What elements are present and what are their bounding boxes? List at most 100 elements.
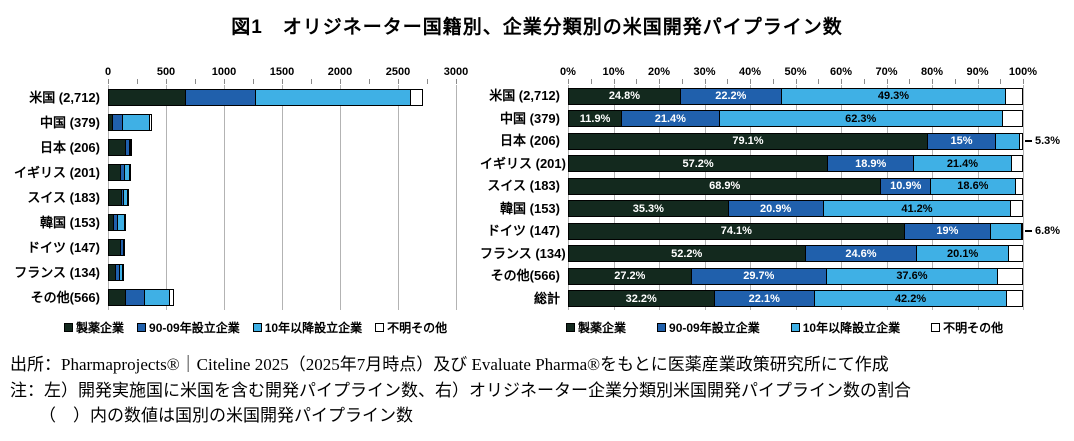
x-axis-tick-label: 50% — [784, 66, 807, 78]
gridline — [568, 85, 569, 310]
legend-item: 90-09年設立企業 — [657, 319, 760, 336]
bar-segment — [119, 264, 123, 281]
bar-segment: 21.4% — [914, 155, 1012, 173]
tick-mark — [818, 79, 820, 84]
gridline — [456, 85, 457, 310]
bar-segment: 15% — [927, 132, 997, 150]
bar-segment — [108, 239, 121, 256]
bar-segment: 74.1% — [568, 222, 905, 240]
legend-label: 10年以降設立企業 — [802, 321, 901, 335]
bar-segment — [108, 114, 114, 131]
x-axis-ticks — [480, 79, 1074, 85]
bar-value-label: 35.3% — [632, 202, 664, 215]
bar-segment — [1008, 245, 1023, 263]
category-label: イギリス (201) — [14, 165, 100, 180]
bar-value-label: 32.2% — [625, 292, 657, 305]
category-label: 日本 (206) — [40, 140, 100, 155]
x-axis-tick-label: 70% — [875, 66, 898, 78]
x-axis-tick-label: 2500 — [385, 66, 411, 78]
tick-mark — [1023, 79, 1024, 84]
bar-segment — [126, 139, 130, 156]
tick-mark — [909, 79, 911, 84]
tick-mark — [340, 79, 341, 84]
x-axis-tick-label: 0% — [560, 66, 576, 78]
tick-mark — [681, 79, 683, 84]
bar-value-label: 42.2% — [894, 292, 927, 305]
bar-segment — [122, 189, 125, 206]
stacked-bar — [108, 289, 174, 306]
bar-value-label: 24.6% — [845, 247, 877, 260]
tick-mark — [568, 79, 569, 84]
category-label: その他(566) — [490, 268, 560, 283]
tick-mark — [195, 79, 196, 84]
bar-value-label: 19% — [936, 225, 959, 238]
bar-segment — [145, 289, 171, 306]
stacked-bar: 32.2% 22.1% 42.2% — [568, 290, 1023, 308]
bar-value-label: 29.7% — [743, 270, 775, 283]
gridline — [704, 85, 706, 310]
bar-segment — [1002, 110, 1023, 128]
tick-mark — [456, 79, 457, 84]
category-label: 韓国 (153) — [40, 215, 100, 230]
bar-segment: 10.9% — [881, 177, 932, 195]
stacked-bar: 68.9% 10.9% 18.6% — [568, 177, 1023, 195]
category-label: イギリス (201) — [480, 155, 566, 171]
stacked-bar: 35.3% 20.9% 41.2% — [568, 200, 1023, 218]
legend-label: 90-09年設立企業 — [669, 321, 760, 335]
tick-mark — [398, 79, 399, 84]
legend-item: 90-09年設立企業 — [137, 319, 240, 336]
stacked-bar: 52.2% 24.6% 20.1% — [568, 245, 1023, 263]
category-label: ドイツ (147) — [27, 240, 100, 255]
category-label: フランス (134) — [14, 265, 100, 280]
tick-mark — [977, 79, 979, 84]
bar-segment: 20.9% — [728, 200, 824, 218]
x-axis-tick-label: 20% — [647, 66, 671, 78]
bar-segment — [149, 114, 152, 131]
legend-item: 10年以降設立企業 — [790, 319, 901, 336]
gridline — [613, 85, 615, 310]
bar-segment: 57.2% — [568, 155, 829, 173]
bar-segment — [255, 89, 411, 106]
bar-segment: 24.6% — [805, 245, 918, 263]
gridline — [166, 85, 167, 310]
legend-swatch — [931, 323, 941, 332]
bar-segment: 24.8% — [568, 87, 681, 105]
legend-item: 10年以降設立企業 — [252, 319, 362, 336]
stacked-bar: 74.1% 19% — [568, 222, 1023, 240]
bar-segment — [124, 189, 129, 206]
bar-segment — [114, 214, 118, 231]
legend-label: 製薬企業 — [578, 321, 627, 335]
stacked-bar — [108, 239, 126, 256]
bar-value-label: 52.2% — [671, 247, 703, 260]
tick-mark — [224, 79, 225, 84]
x-axis-tick-label: 10% — [602, 66, 625, 78]
tick-mark — [886, 79, 888, 84]
bar-segment — [123, 239, 126, 256]
right-percent-chart: 0% 10% 20% 30% 40% 50% 60% 70% 80% 90% 100% 米国 (2,7… — [480, 56, 1074, 336]
gridline — [795, 85, 797, 310]
bar-segment: 41.2% — [823, 200, 1012, 218]
bar-segment — [1015, 177, 1023, 195]
legend-item: 製薬企業 — [64, 319, 124, 336]
stacked-bar — [108, 189, 130, 206]
legend-swatch — [64, 323, 73, 332]
bar-segment — [1011, 155, 1023, 173]
bar-segment: 19% — [904, 222, 992, 240]
stacked-bar — [108, 139, 132, 156]
bar-segment: 35.3% — [568, 200, 729, 218]
bar-segment: 37.6% — [826, 267, 998, 285]
x-axis-tick-label: 40% — [738, 66, 762, 78]
stacked-bar: 79.1% 15% — [568, 132, 1023, 150]
tick-mark — [795, 79, 797, 84]
category-label: 日本 (206) — [500, 133, 560, 148]
bar-segment: 49.3% — [781, 87, 1007, 105]
gridline — [886, 85, 888, 310]
plot-area: 米国 (2,712) 24.8% 22.2% 49.3% 中国 (379) 11.9% 21… — [480, 85, 1074, 310]
category-label: 中国 (379) — [40, 115, 100, 130]
legend-label: 90-09年設立企業 — [149, 321, 240, 335]
gridline — [750, 85, 751, 310]
stacked-bar — [108, 214, 126, 231]
category-label: スイス (183) — [27, 190, 100, 205]
legend-swatch — [137, 323, 147, 332]
bar-segment — [997, 267, 1023, 285]
